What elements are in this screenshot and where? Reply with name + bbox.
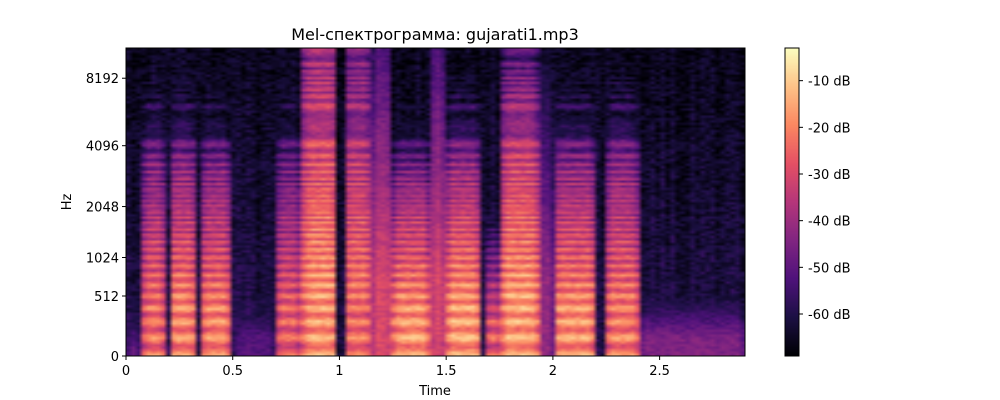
colorbar-ticks: -10 dB -20 dB -30 dB -40 dB -50 dB -60 dB [799, 75, 851, 323]
colorbar-tick-label: -50 dB [808, 261, 851, 276]
y-tick-label: 4096 [86, 140, 119, 155]
y-axis-label: Hz [60, 194, 75, 211]
x-tick-label: 1 [335, 364, 343, 379]
colorbar-tick-label: -30 dB [808, 168, 851, 183]
x-tick-label: 1.5 [436, 364, 457, 379]
x-tick-label: 0.5 [222, 364, 243, 379]
colorbar-tick-label: -40 dB [808, 215, 851, 230]
x-tick-label: 2 [549, 364, 557, 379]
y-tick-label: 2048 [86, 201, 119, 216]
plot-frame [125, 47, 746, 357]
y-tick-label: 8192 [86, 72, 119, 87]
y-axis: 0 512 1024 2048 4096 8192 [86, 72, 126, 365]
x-axis-label: Time [418, 384, 451, 399]
colorbar-gradient [785, 48, 799, 356]
y-tick-label: 1024 [86, 252, 119, 267]
x-tick-label: 0 [122, 364, 130, 379]
x-tick-label: 2.5 [649, 364, 670, 379]
colorbar: -10 dB -20 dB -30 dB -40 dB -50 dB -60 dB [784, 47, 851, 357]
spectrogram-plot-area [125, 47, 746, 357]
colorbar-tick-label: -20 dB [808, 121, 851, 136]
colorbar-frame [784, 47, 800, 357]
chart-title: Mel-спектрограмма: gujarati1.mp3 [291, 25, 579, 44]
spectrogram-heatmap [126, 48, 745, 356]
colorbar-tick-label: -10 dB [808, 75, 851, 90]
y-tick-label: 512 [94, 290, 119, 305]
colorbar-tick-label: -60 dB [808, 308, 851, 323]
y-tick-label: 0 [111, 350, 119, 365]
x-axis: 0 0.5 1 1.5 2 2.5 [122, 356, 670, 379]
